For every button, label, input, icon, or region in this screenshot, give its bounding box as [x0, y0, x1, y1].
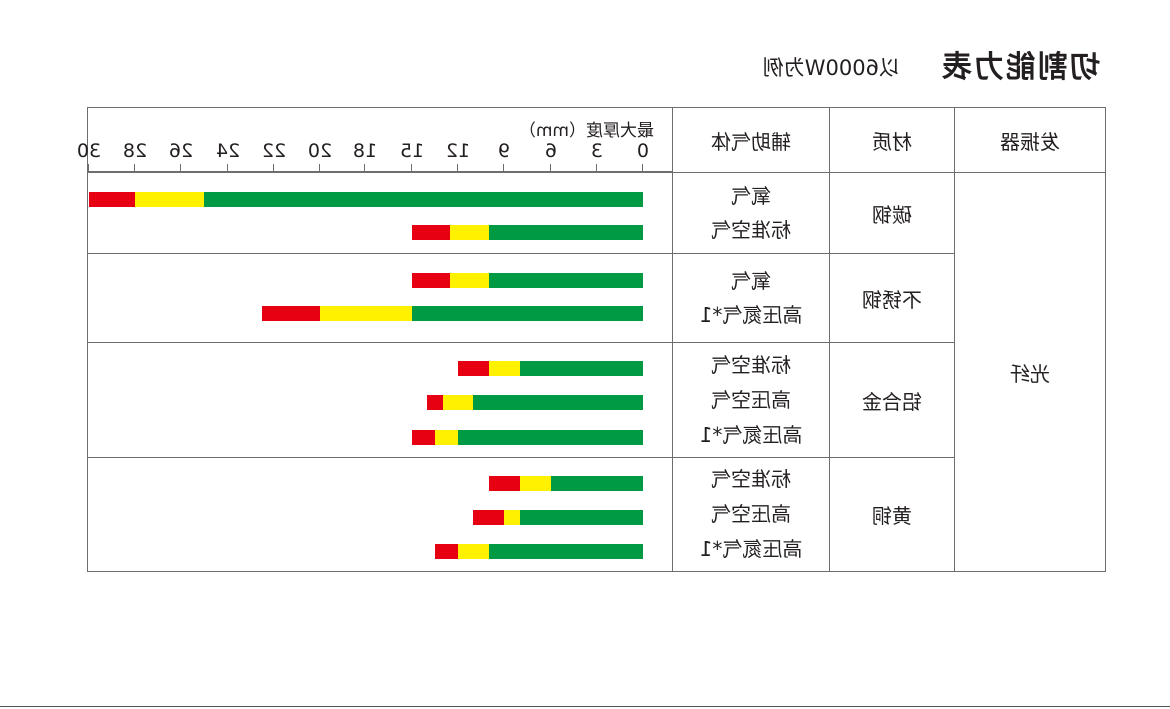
- material-cell: 铝合金: [829, 342, 955, 458]
- bar-segment-red: [412, 430, 435, 445]
- bar-segment-green: [204, 192, 643, 207]
- x-tick-mark: [134, 164, 135, 172]
- material-cell: 黄铜: [829, 457, 955, 572]
- bar-segment-yellow: [488, 361, 520, 376]
- bar-segment-green: [488, 544, 643, 559]
- page-title: 切割能力表: [940, 50, 1100, 85]
- bar-segment-green: [488, 225, 643, 240]
- bar-segment-red: [435, 544, 458, 559]
- bar-segment-red: [427, 395, 443, 410]
- table-row: 铝合金 标准空气 高压空气 高压氮气*1: [87, 342, 1106, 458]
- bar-segment-green: [412, 306, 643, 321]
- bar-segment-yellow: [458, 544, 489, 559]
- x-tick-label: 28: [122, 140, 148, 162]
- x-tick-label: 15: [399, 140, 425, 162]
- x-tick-mark: [319, 164, 320, 172]
- bar-segment-yellow: [450, 273, 489, 288]
- x-tick-mark: [411, 164, 412, 172]
- x-tick-label: 12: [445, 140, 471, 162]
- bar-segment-red: [412, 225, 451, 240]
- gas-label: 标准空气: [711, 352, 791, 377]
- x-axis: 0 3 6 9 12 15 18 20 22 24 26 28 30: [77, 138, 672, 172]
- bar-segment-yellow: [519, 476, 551, 491]
- gas-cell: 标准空气 高压空气 高压氮气*1: [672, 342, 830, 458]
- bar-segment-yellow: [320, 306, 412, 321]
- bar-segment-green: [551, 476, 643, 491]
- x-tick-mark: [596, 164, 597, 172]
- gas-label: 高压氮气*1: [699, 537, 803, 561]
- page-subtitle: 以6000W为例: [762, 56, 900, 80]
- bar-segment-red: [89, 192, 135, 207]
- x-tick-label: 22: [261, 140, 287, 162]
- gas-label: 高压氮气*1: [699, 422, 803, 447]
- table-row: 光纤 碳钢 氧气 标准空气: [87, 172, 1106, 572]
- x-tick-label: 20: [307, 140, 333, 162]
- bar-segment-yellow: [504, 510, 520, 525]
- x-tick-label: 0: [636, 140, 650, 162]
- x-tick-mark: [180, 164, 181, 172]
- bar-segment-yellow: [442, 395, 474, 410]
- gas-label: 标准空气: [711, 467, 791, 491]
- header-gas: 辅助气体: [672, 107, 830, 173]
- bar-segment-red: [262, 306, 320, 321]
- x-tick-mark: [503, 164, 504, 172]
- x-tick-mark: [550, 164, 551, 172]
- header-thickness: 最大厚度（mm） 0 3 6 9 12 15 18 20 22 24 26 28 30: [77, 107, 673, 173]
- x-tick-mark: [273, 164, 274, 172]
- bar-segment-red: [412, 273, 451, 288]
- gas-label: 标准空气: [711, 218, 791, 242]
- table-row: 黄铜 标准空气 高压空气 高压氮气*1: [87, 457, 1106, 572]
- bar-segment-yellow: [135, 192, 205, 207]
- bars-cell: [87, 172, 673, 254]
- material-cell: 不锈钢: [829, 253, 955, 343]
- x-tick-mark: [364, 164, 365, 172]
- gas-label: 高压空气: [711, 387, 791, 412]
- material-cell: 碳钢: [829, 172, 955, 254]
- header-material: 材质: [829, 107, 955, 173]
- gas-label: 高压空气: [711, 502, 791, 526]
- gas-label: 氧气: [731, 269, 771, 293]
- x-tick-label: 18: [352, 140, 378, 162]
- bar-segment-yellow: [435, 430, 458, 445]
- bar-segment-green: [519, 510, 643, 525]
- bars-cell: [87, 253, 673, 343]
- header-laser: 发振器: [954, 107, 1106, 173]
- bottom-rule: [0, 706, 1170, 707]
- cutting-capacity-table: 发振器 材质 辅助气体 最大厚度（mm） 0 3 6 9 12 15 18 20 22 24 26 2…: [77, 107, 1106, 572]
- table-header-row: 发振器 材质 辅助气体 最大厚度（mm） 0 3 6 9 12 15 18 20 22 24 26 2…: [77, 107, 1106, 173]
- x-tick-label: 3: [590, 140, 604, 162]
- bar-segment-green: [488, 273, 643, 288]
- bar-segment-green: [473, 395, 643, 410]
- bar-segment-red: [473, 510, 504, 525]
- bars-cell: [87, 342, 673, 458]
- x-tick-label: 6: [544, 140, 558, 162]
- x-tick-mark: [88, 164, 89, 172]
- x-tick-label: 9: [497, 140, 511, 162]
- laser-cell: 光纤: [954, 172, 1106, 572]
- x-tick-mark: [457, 164, 458, 172]
- x-tick-label: 24: [215, 140, 241, 162]
- gas-label: 氧气: [731, 184, 771, 208]
- gas-label: 高压氮气*1: [699, 303, 803, 327]
- bar-segment-green: [519, 361, 643, 376]
- bars-cell: [87, 457, 673, 572]
- x-tick-mark: [227, 164, 228, 172]
- bar-segment-green: [458, 430, 643, 445]
- bar-segment-red: [458, 361, 489, 376]
- x-tick-label: 26: [168, 140, 194, 162]
- x-tick-mark: [642, 164, 643, 172]
- x-tick-label: 30: [76, 140, 102, 162]
- gas-cell: 标准空气 高压空气 高压氮气*1: [672, 457, 830, 572]
- gas-cell: 氧气 标准空气: [672, 172, 830, 254]
- gas-cell: 氧气 高压氮气*1: [672, 253, 830, 343]
- table-row: 不锈钢 氧气 高压氮气*1: [87, 253, 1106, 343]
- bar-segment-yellow: [450, 225, 489, 240]
- bar-segment-red: [488, 476, 520, 491]
